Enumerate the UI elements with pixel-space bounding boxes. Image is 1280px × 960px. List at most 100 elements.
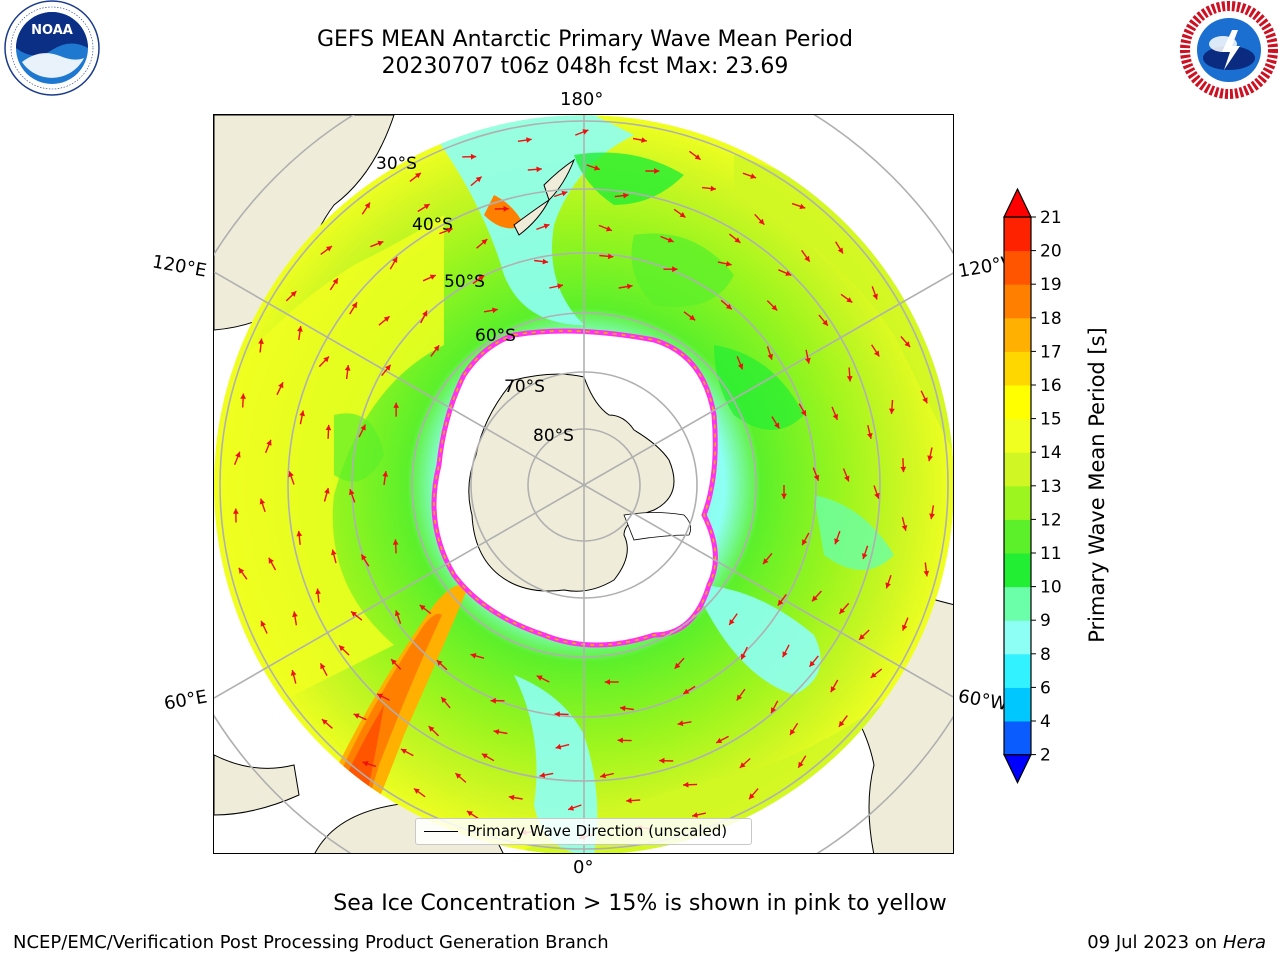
legend-label: Primary Wave Direction (unscaled) xyxy=(467,822,728,840)
wave-arrow-head xyxy=(475,176,482,183)
wave-arrow-head xyxy=(790,729,796,735)
wave-arrow-head xyxy=(805,357,811,364)
legend-line-swatch xyxy=(424,831,458,832)
lat-label-60s: 60°S xyxy=(475,326,516,346)
wave-arrow-head xyxy=(672,266,678,273)
wave-arrow-head xyxy=(233,508,239,514)
wave-arrow-head xyxy=(750,173,757,179)
wave-arrow-head xyxy=(872,293,878,300)
wave-arrow-head xyxy=(870,672,877,678)
wave-arrow-head xyxy=(561,190,568,197)
wave-arrow-head xyxy=(466,811,473,817)
wave-arrow-head xyxy=(400,749,407,754)
colorbar-tick-label: 15 xyxy=(1040,410,1062,430)
wave-arrow-head xyxy=(758,218,765,225)
wave-arrow-head xyxy=(904,341,911,348)
footer-date-text: 09 Jul 2023 on xyxy=(1087,932,1223,953)
wave-arrow-head xyxy=(885,582,891,589)
wave-arrow-head xyxy=(725,261,732,267)
wave-arrow-head xyxy=(392,539,399,545)
wave-arrow-head xyxy=(391,659,397,665)
wave-arrow-head xyxy=(470,153,477,160)
wave-arrow-head xyxy=(710,185,716,192)
wave-arrow-head xyxy=(235,451,241,458)
colorbar-tick-label: 6 xyxy=(1040,678,1051,698)
colorbar-tick-label: 21 xyxy=(1040,208,1062,228)
wave-arrow-head xyxy=(478,275,485,281)
wave-arrow-head xyxy=(377,693,384,699)
colorbar-band xyxy=(1004,317,1031,352)
wave-arrow-head xyxy=(600,772,606,779)
wave-arrow-head xyxy=(800,409,806,416)
wave-arrow-head xyxy=(739,762,746,768)
wave-arrow-head xyxy=(763,558,769,565)
wave-arrow-head xyxy=(667,237,674,243)
wave-arrow-head xyxy=(292,611,298,618)
wave-arrow-head xyxy=(774,422,780,429)
wave-arrow-head xyxy=(604,679,610,685)
wave-arrow-head xyxy=(325,424,332,431)
wave-arrow-head xyxy=(339,645,345,652)
wave-arrow-head xyxy=(923,570,930,577)
wave-arrow-head xyxy=(813,474,820,481)
wave-arrow-head xyxy=(557,283,563,289)
wave-arrow-head xyxy=(441,697,447,703)
wave-arrow-head xyxy=(838,720,845,727)
lon-label-0: 0° xyxy=(573,857,594,878)
wave-arrow-head xyxy=(481,239,488,245)
map-title: GEFS MEAN Antarctic Primary Wave Mean Pe… xyxy=(316,27,854,52)
colorbar-tick-label: 10 xyxy=(1040,578,1062,598)
colorbar-tick-label: 12 xyxy=(1040,510,1062,530)
colorbar-band xyxy=(1004,351,1031,386)
wave-arrow-head xyxy=(802,539,808,546)
antarctica-landmass xyxy=(468,373,675,592)
wave-arrow-head xyxy=(297,326,303,332)
wave-arrow-head xyxy=(428,726,435,732)
wave-arrow-head xyxy=(809,660,816,667)
wave-arrow-head xyxy=(490,697,496,704)
wave-arrow-head xyxy=(392,257,398,263)
svg-text:NOAA: NOAA xyxy=(31,23,73,38)
wave-arrow-head xyxy=(364,202,370,209)
wave-arrow-head xyxy=(834,538,840,545)
wave-arrow-head xyxy=(360,424,366,431)
wave-arrow-head xyxy=(659,757,665,764)
wave-arrow-head xyxy=(240,393,246,399)
colorbar-band xyxy=(1004,620,1031,655)
wave-arrow-head xyxy=(351,611,357,617)
wave-arrow-head xyxy=(539,772,546,778)
wave-arrow-head xyxy=(353,713,360,719)
wave-arrow-head xyxy=(736,694,743,701)
wave-arrow-head xyxy=(749,793,755,800)
polar-map: 30°S 40°S 50°S 60°S 70°S 80°S xyxy=(213,114,954,854)
wave-arrow-head xyxy=(419,605,426,611)
wave-arrow-head xyxy=(830,686,836,693)
wave-arrow-head xyxy=(694,154,701,160)
wave-arrow-head xyxy=(620,705,626,712)
wave-arrow-head xyxy=(377,240,384,247)
colorbar-band xyxy=(1004,721,1031,756)
wave-arrow-head xyxy=(259,498,266,505)
wave-arrow-head xyxy=(385,364,391,371)
colorbar-over-extend xyxy=(1003,187,1032,218)
wave-arrow-head xyxy=(260,620,266,627)
wave-arrow-head xyxy=(422,310,428,317)
colorbar-tick-label: 13 xyxy=(1040,477,1062,497)
wave-arrow-head xyxy=(415,172,421,179)
wave-arrow-head xyxy=(617,737,623,744)
wave-arrow-head xyxy=(492,307,498,314)
wave-arrow-head xyxy=(692,812,698,818)
wave-arrow-head xyxy=(689,314,696,321)
wave-arrow-head xyxy=(641,137,647,143)
wave-arrow-head xyxy=(837,247,843,254)
wave-arrow-head xyxy=(927,455,933,462)
wave-arrow-head xyxy=(782,651,788,658)
wave-arrow-head xyxy=(536,166,542,173)
wave-arrow-head xyxy=(781,493,787,499)
lon-label-120e: 120°E xyxy=(150,251,209,282)
footer-credit: NCEP/EMC/Verification Post Processing Pr… xyxy=(13,932,609,953)
colorbar-tick-label: 11 xyxy=(1040,544,1062,564)
wave-arrow-head xyxy=(812,595,818,602)
wave-arrow-head xyxy=(543,223,550,229)
colorbar-tick-label: 18 xyxy=(1040,309,1062,329)
